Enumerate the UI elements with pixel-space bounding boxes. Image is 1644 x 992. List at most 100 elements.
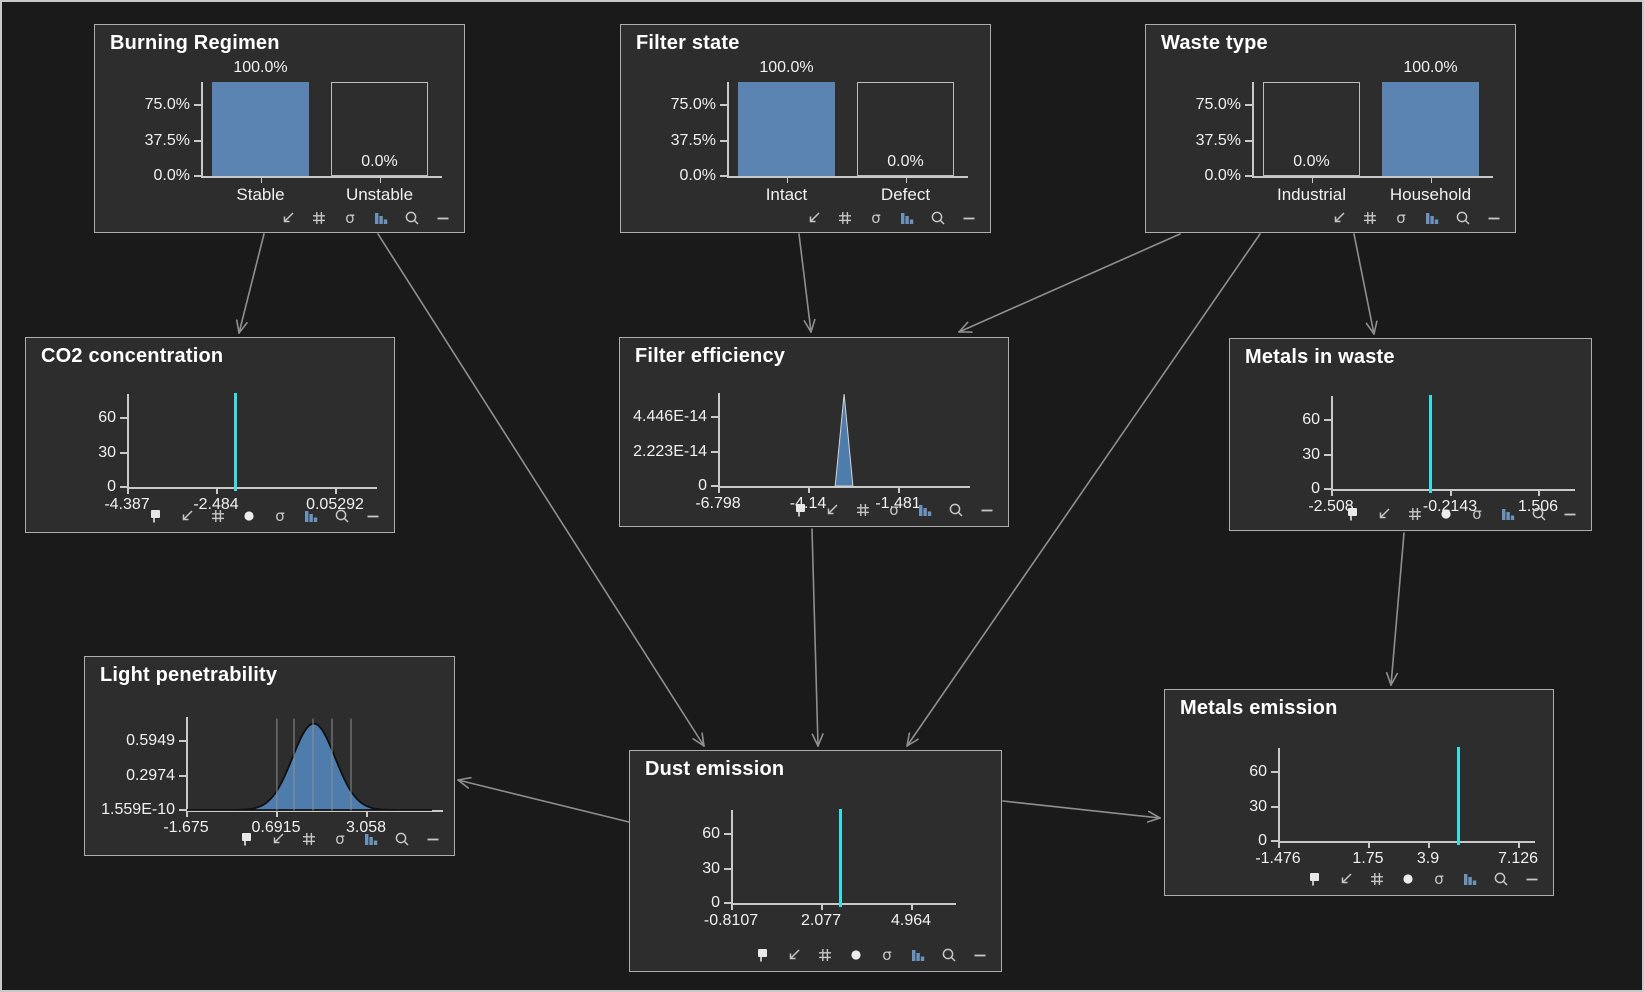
grid-icon[interactable] — [300, 830, 318, 848]
collapse-icon[interactable] — [424, 830, 442, 848]
dot-icon[interactable] — [1437, 505, 1455, 523]
y-tick-label: 37.5% — [144, 132, 190, 149]
grid-icon[interactable] — [1406, 505, 1424, 523]
bar-stable[interactable] — [212, 82, 309, 176]
x-axis — [718, 486, 970, 488]
collapse-icon[interactable] — [978, 501, 996, 519]
grid-icon[interactable] — [209, 507, 227, 525]
y-tick-label: 1.559E-10 — [101, 801, 175, 818]
pin-icon[interactable] — [1306, 870, 1324, 888]
bar-household[interactable] — [1382, 82, 1479, 176]
node-metals-emission[interactable]: Metals emission 0 30 60 -1.476 1.75 3.9 7.126 σ — [1164, 689, 1554, 896]
sigma-icon[interactable]: σ — [341, 209, 359, 227]
evidence-marker — [1429, 395, 1432, 493]
x-tick — [786, 178, 788, 183]
magnifier-icon[interactable] — [947, 501, 965, 519]
grid-icon[interactable] — [1368, 870, 1386, 888]
bar-chart-icon[interactable] — [1461, 870, 1479, 888]
pin-icon[interactable] — [792, 501, 810, 519]
sigma-icon[interactable]: σ — [885, 501, 903, 519]
grid-icon[interactable] — [310, 209, 328, 227]
x-tick-label: 1.75 — [1352, 850, 1384, 867]
magnifier-icon[interactable] — [929, 209, 947, 227]
node-toolbar: σ — [792, 501, 996, 519]
collapse-icon[interactable] — [960, 209, 978, 227]
sigma-icon[interactable]: σ — [1392, 209, 1410, 227]
resize-arrow-icon[interactable] — [269, 830, 287, 848]
bar-chart-icon[interactable] — [1423, 209, 1441, 227]
resize-arrow-icon[interactable] — [1375, 505, 1393, 523]
bar-chart-icon[interactable] — [362, 830, 380, 848]
x-tick — [1428, 843, 1430, 848]
node-filter-efficiency[interactable]: Filter efficiency 0 2.223E-14 4.446E-14 -6.7… — [619, 337, 1009, 527]
node-metals-in-waste[interactable]: Metals in waste 0 30 60 -2.508 -0.2143 1.506 σ — [1229, 338, 1592, 531]
bar-defect[interactable] — [857, 82, 954, 176]
node-toolbar: σ — [805, 209, 978, 227]
bar-chart-icon[interactable] — [898, 209, 916, 227]
collapse-icon[interactable] — [1561, 505, 1579, 523]
bar-chart-icon[interactable] — [302, 507, 320, 525]
dot-icon[interactable] — [847, 946, 865, 964]
node-burning-regimen[interactable]: Burning Regimen 0.0% 37.5% 75.0% 100.0% Stabl… — [94, 24, 465, 233]
grid-icon[interactable] — [854, 501, 872, 519]
bar-chart-icon[interactable] — [372, 209, 390, 227]
grid-icon[interactable] — [816, 946, 834, 964]
bar-chart-icon[interactable] — [1499, 505, 1517, 523]
node-title: Burning Regimen — [110, 32, 280, 54]
bar-industrial[interactable] — [1263, 82, 1360, 176]
grid-icon[interactable] — [836, 209, 854, 227]
bar-intact[interactable] — [738, 82, 835, 176]
collapse-icon[interactable] — [1485, 209, 1503, 227]
magnifier-icon[interactable] — [403, 209, 421, 227]
node-light-penetrability[interactable]: Light penetrability 1.559E-10 0.2974 0.5949… — [84, 656, 455, 856]
node-filter-state[interactable]: Filter state 0.0% 37.5% 75.0% 100.0% Intact 0.… — [620, 24, 991, 233]
x-axis — [727, 176, 968, 178]
y-tick-label: 0.0% — [1204, 167, 1241, 184]
magnifier-icon[interactable] — [393, 830, 411, 848]
resize-arrow-icon[interactable] — [1330, 209, 1348, 227]
resize-arrow-icon[interactable] — [823, 501, 841, 519]
magnifier-icon[interactable] — [940, 946, 958, 964]
sigma-icon[interactable]: σ — [878, 946, 896, 964]
y-axis — [1331, 396, 1333, 489]
collapse-icon[interactable] — [434, 209, 452, 227]
bar-chart-icon[interactable] — [916, 501, 934, 519]
magnifier-icon[interactable] — [333, 507, 351, 525]
magnifier-icon[interactable] — [1492, 870, 1510, 888]
resize-arrow-icon[interactable] — [1337, 870, 1355, 888]
bar-chart-icon[interactable] — [909, 946, 927, 964]
sigma-icon[interactable]: σ — [1430, 870, 1448, 888]
node-waste-type[interactable]: Waste type 0.0% 37.5% 75.0% 0.0% Industrial 10… — [1145, 24, 1516, 233]
pin-icon[interactable] — [1344, 505, 1362, 523]
sigma-icon[interactable]: σ — [1468, 505, 1486, 523]
magnifier-icon[interactable] — [1454, 209, 1472, 227]
grid-icon[interactable] — [1361, 209, 1379, 227]
x-tick-label: 7.126 — [1497, 850, 1539, 867]
bar-unstable[interactable] — [331, 82, 428, 176]
sigma-icon[interactable]: σ — [331, 830, 349, 848]
node-toolbar: σ — [238, 830, 442, 848]
collapse-icon[interactable] — [1523, 870, 1541, 888]
magnifier-icon[interactable] — [1530, 505, 1548, 523]
resize-arrow-icon[interactable] — [279, 209, 297, 227]
y-tick — [120, 452, 127, 454]
sigma-icon[interactable]: σ — [271, 507, 289, 525]
y-tick — [720, 175, 727, 177]
dot-icon[interactable] — [240, 507, 258, 525]
y-tick — [711, 416, 718, 418]
node-dust-emission[interactable]: Dust emission 0 30 60 -0.8107 2.077 4.964 σ — [629, 750, 1002, 972]
resize-arrow-icon[interactable] — [178, 507, 196, 525]
pin-icon[interactable] — [238, 830, 256, 848]
collapse-icon[interactable] — [971, 946, 989, 964]
dot-icon[interactable] — [1399, 870, 1417, 888]
sigma-icon[interactable]: σ — [867, 209, 885, 227]
x-tick — [821, 905, 823, 910]
resize-arrow-icon[interactable] — [785, 946, 803, 964]
x-tick-label: 3.058 — [345, 819, 387, 836]
pin-icon[interactable] — [147, 507, 165, 525]
collapse-icon[interactable] — [364, 507, 382, 525]
node-co2-concentration[interactable]: CO2 concentration 0 30 60 -4.387 -2.484 0.0529… — [25, 337, 395, 533]
y-tick — [711, 451, 718, 453]
resize-arrow-icon[interactable] — [805, 209, 823, 227]
pin-icon[interactable] — [754, 946, 772, 964]
